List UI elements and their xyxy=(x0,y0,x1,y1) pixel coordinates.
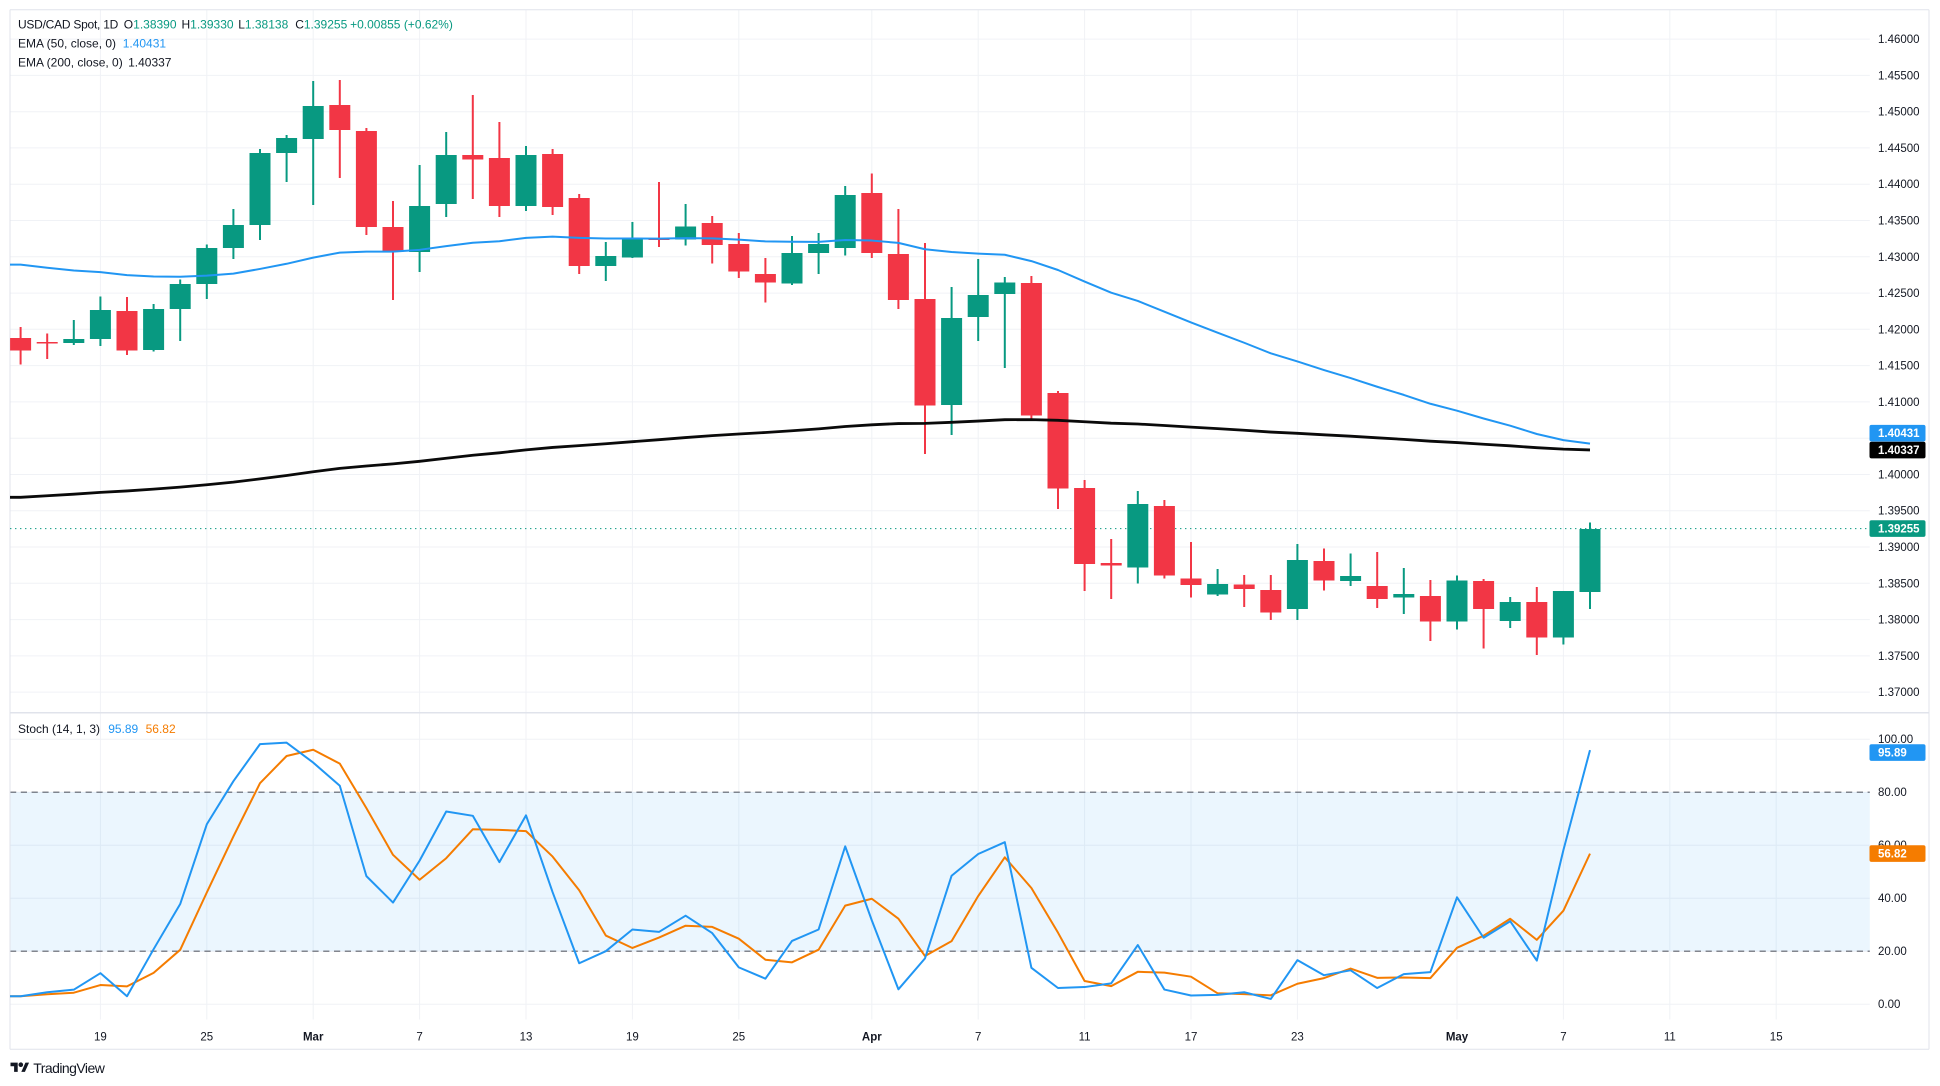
svg-text:Mar: Mar xyxy=(303,1032,324,1044)
svg-text:1.43500: 1.43500 xyxy=(1878,216,1920,228)
svg-text:1.39255: 1.39255 xyxy=(1878,524,1920,536)
svg-text:56.82: 56.82 xyxy=(146,722,176,736)
svg-text:1.39500: 1.39500 xyxy=(1878,506,1920,518)
svg-text:95.89: 95.89 xyxy=(1878,748,1907,760)
svg-text:1.45000: 1.45000 xyxy=(1878,107,1920,119)
svg-text:11: 11 xyxy=(1079,1032,1091,1044)
svg-text:0.00: 0.00 xyxy=(1878,999,1900,1011)
svg-text:1.40337: 1.40337 xyxy=(128,55,172,69)
svg-text:1.40431: 1.40431 xyxy=(1878,428,1920,440)
svg-text:13: 13 xyxy=(520,1032,533,1044)
svg-text:19: 19 xyxy=(626,1032,639,1044)
svg-text:56.82: 56.82 xyxy=(1878,849,1907,861)
svg-text:100.00: 100.00 xyxy=(1878,734,1913,746)
svg-text:May: May xyxy=(1446,1032,1469,1044)
svg-text:1.45500: 1.45500 xyxy=(1878,70,1920,82)
svg-text:1.41500: 1.41500 xyxy=(1878,361,1920,373)
svg-text:+0.00855 (+0.62%): +0.00855 (+0.62%) xyxy=(350,18,453,32)
svg-text:1.39000: 1.39000 xyxy=(1878,542,1920,554)
svg-text:19: 19 xyxy=(94,1032,107,1044)
svg-text:7: 7 xyxy=(1560,1032,1566,1044)
svg-text:Apr: Apr xyxy=(862,1032,882,1044)
svg-text:95.89: 95.89 xyxy=(108,722,138,736)
svg-text:L1.38138: L1.38138 xyxy=(238,18,288,32)
svg-text:EMA (200, close, 0): EMA (200, close, 0) xyxy=(18,55,123,69)
svg-text:1.37500: 1.37500 xyxy=(1878,651,1920,663)
svg-text:1.41000: 1.41000 xyxy=(1878,397,1920,409)
svg-text:1.38500: 1.38500 xyxy=(1878,578,1920,590)
svg-text:Stoch (14, 1, 3): Stoch (14, 1, 3) xyxy=(18,722,100,736)
svg-text:7: 7 xyxy=(416,1032,422,1044)
svg-text:80.00: 80.00 xyxy=(1878,787,1907,799)
svg-text:H1.39330: H1.39330 xyxy=(182,18,234,32)
svg-text:1.46000: 1.46000 xyxy=(1878,34,1920,46)
svg-text:20.00: 20.00 xyxy=(1878,946,1907,958)
svg-text:EMA (50, close, 0): EMA (50, close, 0) xyxy=(18,37,116,51)
svg-text:25: 25 xyxy=(200,1032,213,1044)
svg-text:25: 25 xyxy=(732,1032,745,1044)
svg-text:1.40431: 1.40431 xyxy=(123,37,167,51)
svg-text:11: 11 xyxy=(1664,1032,1676,1044)
svg-text:15: 15 xyxy=(1770,1032,1783,1044)
svg-text:1.38000: 1.38000 xyxy=(1878,615,1920,627)
svg-text:1.43000: 1.43000 xyxy=(1878,252,1920,264)
svg-text:1.44000: 1.44000 xyxy=(1878,179,1920,191)
svg-text:7: 7 xyxy=(975,1032,981,1044)
svg-text:TradingView: TradingView xyxy=(33,1060,105,1076)
svg-text:17: 17 xyxy=(1185,1032,1198,1044)
svg-text:1.40337: 1.40337 xyxy=(1878,445,1920,457)
svg-text:1.40000: 1.40000 xyxy=(1878,469,1920,481)
svg-text:1.42500: 1.42500 xyxy=(1878,288,1920,300)
svg-text:40.00: 40.00 xyxy=(1878,893,1907,905)
svg-text:USD/CAD Spot, 1D: USD/CAD Spot, 1D xyxy=(18,18,119,32)
svg-text:1.42000: 1.42000 xyxy=(1878,324,1920,336)
svg-text:23: 23 xyxy=(1291,1032,1304,1044)
svg-text:C1.39255: C1.39255 xyxy=(295,18,347,32)
svg-text:1.37000: 1.37000 xyxy=(1878,687,1920,699)
svg-text:O1.38390: O1.38390 xyxy=(124,18,177,32)
svg-text:1.44500: 1.44500 xyxy=(1878,143,1920,155)
